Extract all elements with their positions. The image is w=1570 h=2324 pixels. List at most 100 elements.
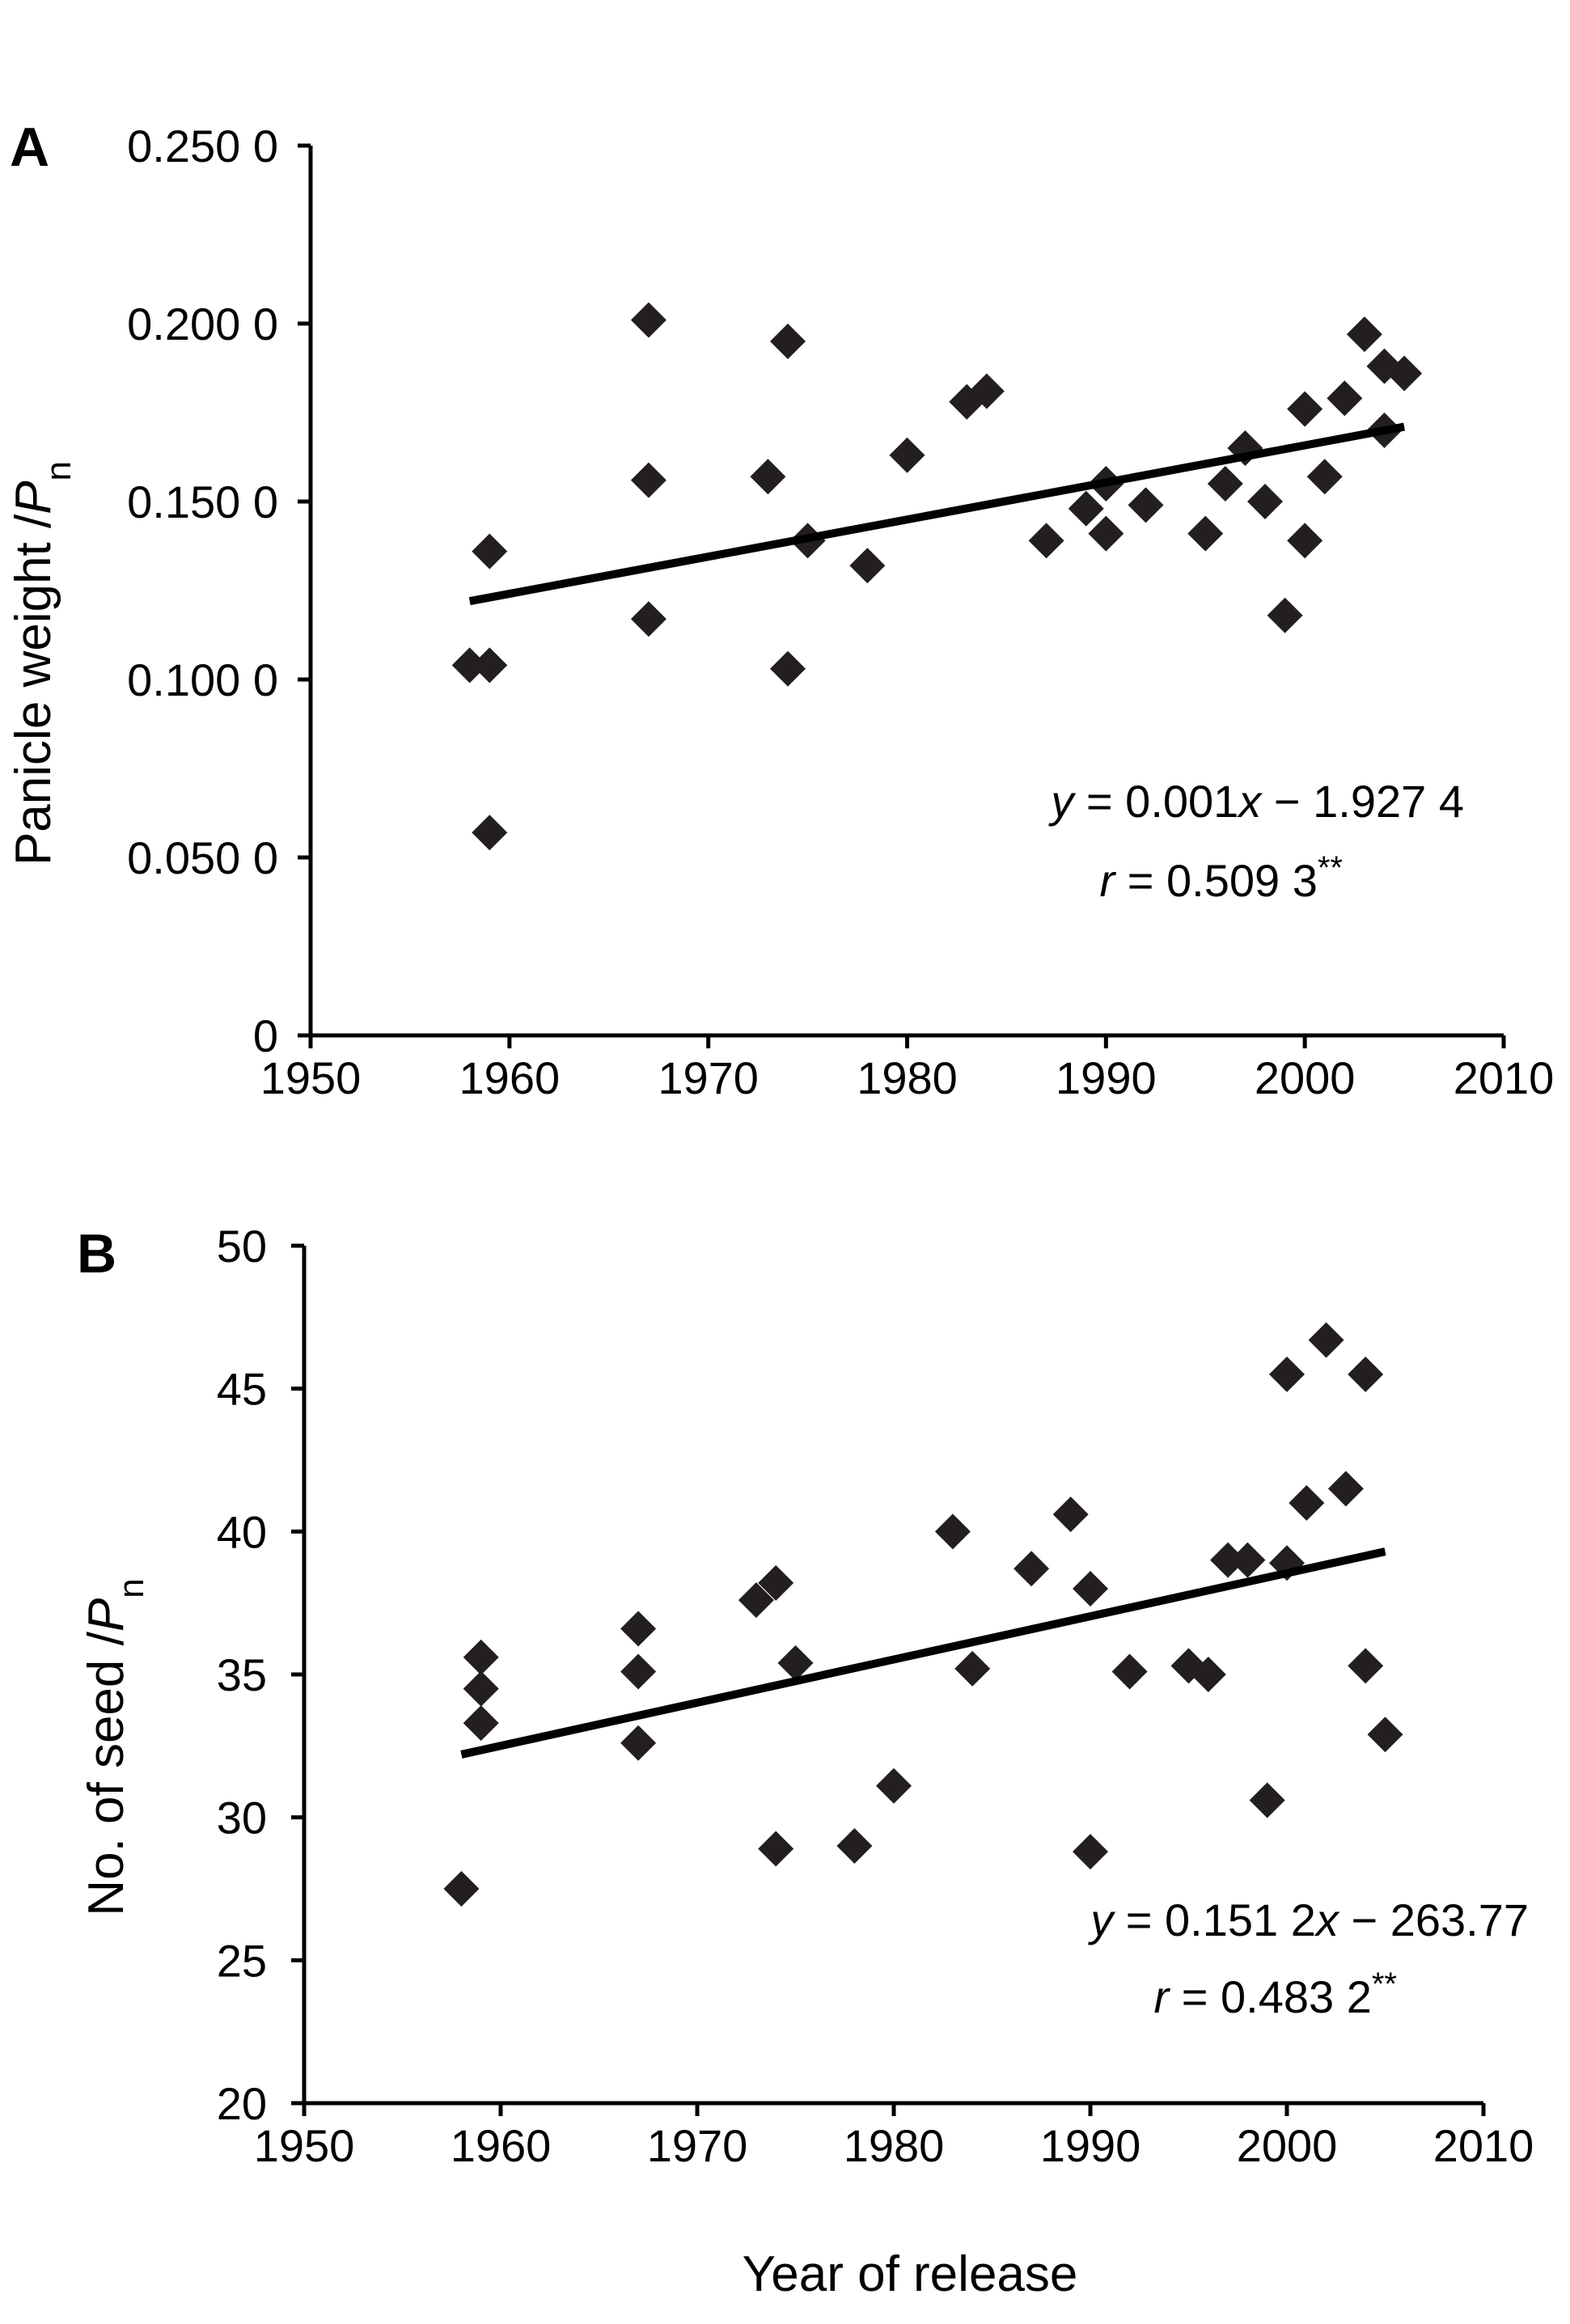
data-point	[1287, 523, 1323, 559]
x-tick-label: 2000	[1255, 1052, 1356, 1103]
data-point	[472, 647, 508, 684]
panel-b-points	[443, 1322, 1403, 1907]
data-point	[1028, 523, 1064, 559]
data-point	[1306, 459, 1343, 495]
data-point	[620, 1611, 657, 1647]
data-point	[1289, 1485, 1325, 1521]
x-axis-title: Year of release	[743, 2246, 1078, 2302]
data-point	[1327, 380, 1363, 417]
panel-a-trendline	[468, 422, 1406, 606]
panel-a-equation: y = 0.001x − 1.927 4	[1047, 776, 1464, 827]
data-point	[630, 601, 667, 637]
data-point	[1229, 1542, 1266, 1578]
x-tick-label: 1970	[647, 2120, 748, 2171]
data-point	[1348, 1357, 1384, 1392]
panel-a: A Panicle weight /Pn 0 0.050 0 0.100 0 0.15…	[6, 116, 1554, 1103]
data-point	[472, 815, 508, 851]
data-point	[738, 1582, 774, 1619]
data-point	[1210, 1542, 1246, 1578]
data-point	[1190, 1657, 1226, 1692]
x-tick-label: 1980	[844, 2120, 945, 2171]
data-point	[770, 324, 806, 359]
x-tick-label: 1960	[459, 1052, 561, 1103]
panel-b-x-ticks: 1950 1960 1970 1980 1990 2000 2010	[254, 2103, 1534, 2171]
x-tick-label: 2010	[1433, 2120, 1534, 2171]
data-point	[836, 1828, 873, 1864]
data-point	[777, 1645, 814, 1681]
data-point	[934, 1513, 971, 1550]
panel-b: B No. of seed /Pn 20 25 30 35 40 45 50 1950 196…	[77, 1221, 1534, 2302]
x-tick-label: 1960	[451, 2120, 552, 2171]
data-point	[620, 1725, 657, 1761]
panel-a-y-ticks: 0 0.050 0 0.100 0 0.150 0 0.200 0 0.250 0	[127, 121, 311, 1061]
data-point	[1308, 1322, 1344, 1358]
panel-b-letter: B	[77, 1223, 116, 1285]
data-point	[770, 650, 806, 687]
data-point	[750, 459, 786, 495]
data-point	[451, 647, 488, 684]
x-tick-label: 2010	[1454, 1052, 1555, 1103]
data-point	[954, 1650, 991, 1687]
panel-a-letter: A	[10, 116, 49, 178]
data-point	[1346, 316, 1382, 353]
y-tick-label: 0	[253, 1010, 278, 1061]
data-point	[1088, 515, 1124, 552]
data-point	[463, 1705, 499, 1742]
data-point	[463, 1639, 499, 1675]
data-point	[1386, 355, 1423, 392]
data-point	[1249, 1782, 1285, 1818]
data-point	[1187, 515, 1224, 552]
data-point	[1073, 1834, 1108, 1870]
data-point	[1207, 466, 1243, 502]
x-tick-label: 1990	[1056, 1052, 1157, 1103]
y-tick-label: 0.250 0	[127, 121, 278, 171]
data-point	[1073, 1571, 1108, 1606]
panel-a-correlation: r = 0.509 3**	[1100, 850, 1343, 906]
y-tick-label: 30	[217, 1793, 267, 1844]
data-point	[849, 548, 886, 584]
data-point	[1111, 1653, 1148, 1690]
panel-b-y-axis-title: No. of seed /Pn	[78, 1578, 151, 1916]
y-tick-label: 50	[217, 1221, 267, 1272]
data-point	[876, 1767, 912, 1804]
y-tick-label: 25	[217, 1935, 267, 1986]
data-point	[1267, 597, 1303, 633]
data-point	[1247, 484, 1283, 519]
y-tick-label: 40	[217, 1506, 267, 1557]
x-tick-label: 1980	[857, 1052, 958, 1103]
data-point	[1269, 1357, 1305, 1392]
data-point	[1348, 1648, 1384, 1684]
data-point	[968, 373, 1005, 409]
data-point	[630, 302, 667, 338]
data-point	[472, 533, 508, 569]
x-tick-label: 1950	[260, 1052, 362, 1103]
panel-a-points	[451, 302, 1423, 851]
data-point	[463, 1670, 499, 1707]
x-tick-label: 2000	[1237, 2120, 1338, 2171]
data-point	[889, 437, 925, 473]
data-point	[758, 1564, 794, 1601]
data-point	[758, 1831, 794, 1867]
data-point	[1128, 487, 1164, 523]
panel-b-trendline	[460, 1547, 1386, 1759]
data-point	[1327, 1471, 1364, 1507]
data-point	[620, 1653, 657, 1690]
panel-b-equation: y = 0.151 2x − 263.77	[1087, 1894, 1529, 1945]
data-point	[1367, 1717, 1403, 1753]
data-point	[1052, 1496, 1089, 1533]
data-point	[1068, 490, 1104, 527]
panel-a-y-axis-title: Panicle weight /Pn	[6, 461, 78, 866]
x-tick-label: 1970	[658, 1052, 759, 1103]
x-tick-label: 1990	[1040, 2120, 1141, 2171]
y-tick-label: 0.150 0	[127, 476, 278, 527]
y-tick-label: 20	[217, 2078, 267, 2129]
y-tick-label: 35	[217, 1649, 267, 1700]
data-point	[630, 462, 667, 498]
data-point	[1014, 1551, 1050, 1587]
data-point	[1287, 391, 1323, 427]
panel-b-y-ticks: 20 25 30 35 40 45 50	[217, 1221, 304, 2129]
panel-a-x-ticks: 1950 1960 1970 1980 1990 2000 2010	[260, 1035, 1555, 1103]
x-tick-label: 1950	[254, 2120, 355, 2171]
y-tick-label: 0.100 0	[127, 654, 278, 705]
